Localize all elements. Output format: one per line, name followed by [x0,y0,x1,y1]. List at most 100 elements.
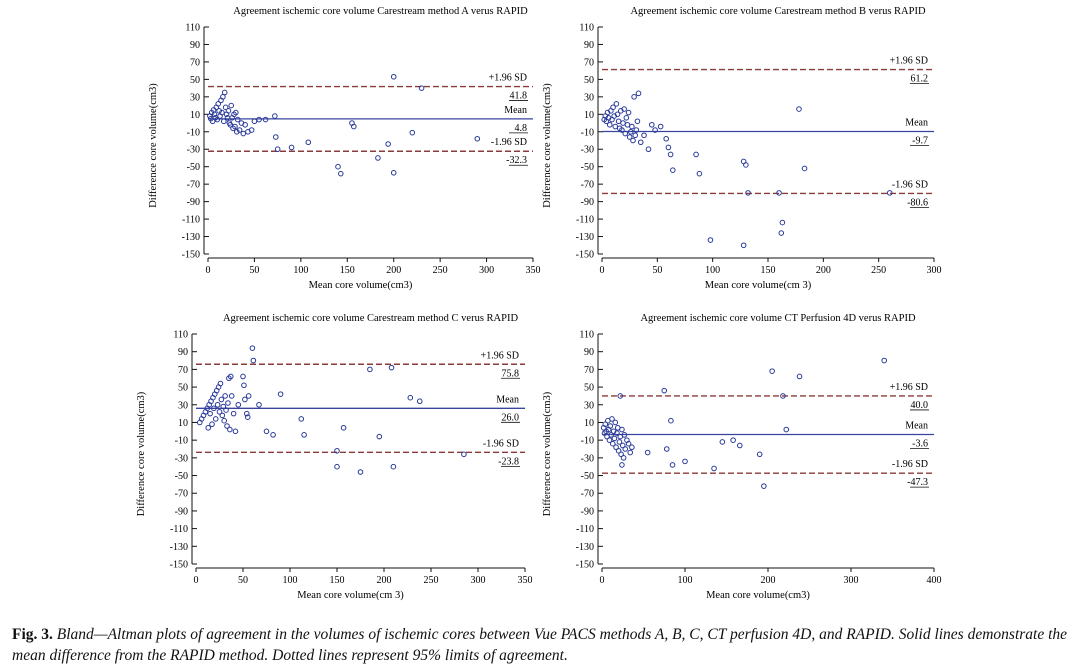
lower-limit-label: -1.96 SD [483,438,519,449]
data-point [606,121,613,128]
data-point [630,137,636,144]
x-tick-label: 300 [479,265,494,276]
data-point [251,118,258,125]
lower-limit-value: -80.6 [907,197,928,208]
chart-title: Agreement ischemic core volume CT Perfus… [640,313,915,324]
data-point [756,451,763,458]
mean-label: Mean [496,394,519,405]
data-point [610,104,616,111]
upper-limit-value: 40.0 [911,400,929,411]
data-point [624,121,631,128]
data-point [629,444,635,451]
data-point [227,426,233,433]
upper-limit-label: +1.96 SD [489,73,527,84]
figure-caption: Fig. 3. Bland—Altman plots of agreement … [12,624,1074,666]
y-tick-label: -70 [175,489,188,500]
x-tick-label: 200 [761,575,776,586]
data-point [388,364,395,371]
y-axis-label: Difference core volume(cm3) [136,391,147,516]
x-axis-label: Mean core volume(cm 3) [297,590,404,601]
lower-limit-value: -32.3 [506,155,527,166]
y-tick-label: 50 [584,75,594,86]
data-point [632,132,639,139]
data-point [288,144,295,151]
y-tick-label: 110 [579,23,594,34]
data-point [622,130,629,137]
data-point [216,409,223,415]
data-point [228,393,235,399]
x-tick-label: 350 [526,265,541,276]
data-point [607,423,614,429]
data-point [783,426,790,433]
y-tick-label: -50 [581,471,594,482]
data-point [416,398,423,405]
data-point [745,190,751,196]
y-tick-label: -110 [576,215,594,226]
y-axis-label: Difference core volume(cm3) [542,391,553,516]
data-point [224,423,230,429]
data-point [740,242,747,249]
data-point [613,101,620,107]
data-point [796,106,802,112]
x-tick-label: 50 [652,265,662,276]
data-point [217,380,224,387]
data-point [696,170,703,177]
data-point [390,170,397,176]
y-tick-label: 90 [584,40,594,51]
y-tick-label: 10 [584,110,594,121]
data-point [736,442,743,449]
data-point [244,414,251,420]
data-point [390,73,397,80]
x-axis-label: Mean core volume(cm3) [706,590,810,601]
y-tick-label: 90 [190,40,200,51]
data-point [776,190,782,196]
y-tick-label: -130 [182,232,200,243]
data-point [670,167,676,173]
data-point [609,416,615,422]
x-axis-label: Mean core volume(cm 3) [705,280,812,291]
data-point [305,139,312,146]
data-point [376,433,383,440]
data-point [232,123,238,130]
x-tick-label: 150 [330,575,345,586]
data-point [375,155,381,161]
data-point [606,437,613,443]
mean-label: Mean [905,420,928,431]
chart-title: Agreement ischemic core volume Carestrea… [233,6,528,17]
data-point [211,405,217,412]
x-tick-label: 50 [249,265,259,276]
data-point [233,109,239,116]
y-tick-label: -90 [175,506,188,517]
data-point [219,412,226,419]
data-point [743,162,749,168]
data-point [233,128,240,135]
y-tick-label: 90 [178,347,188,358]
data-point [243,410,250,417]
x-tick-label: 50 [238,575,248,586]
data-point [719,439,726,445]
upper-limit-value: 75.8 [502,368,520,379]
data-point [334,447,340,454]
data-point [277,391,284,397]
data-point [209,118,216,125]
data-point [614,111,621,118]
data-point [625,440,632,447]
data-point [367,366,373,373]
x-tick-label: 200 [377,575,392,586]
upper-limit-label: +1.96 SD [890,56,928,67]
y-tick-label: -110 [182,215,200,226]
data-point [626,134,633,140]
y-tick-label: -110 [170,524,188,535]
data-point [215,101,222,107]
y-tick-label: 10 [584,418,594,429]
y-tick-label: -150 [576,560,594,571]
data-point [241,382,247,389]
data-point [619,462,625,468]
y-tick-label: -10 [581,127,594,138]
data-point [216,108,222,114]
data-point [769,368,775,374]
data-point [612,123,619,130]
x-tick-label: 350 [518,575,533,586]
data-point [225,108,232,114]
data-point [663,446,670,452]
